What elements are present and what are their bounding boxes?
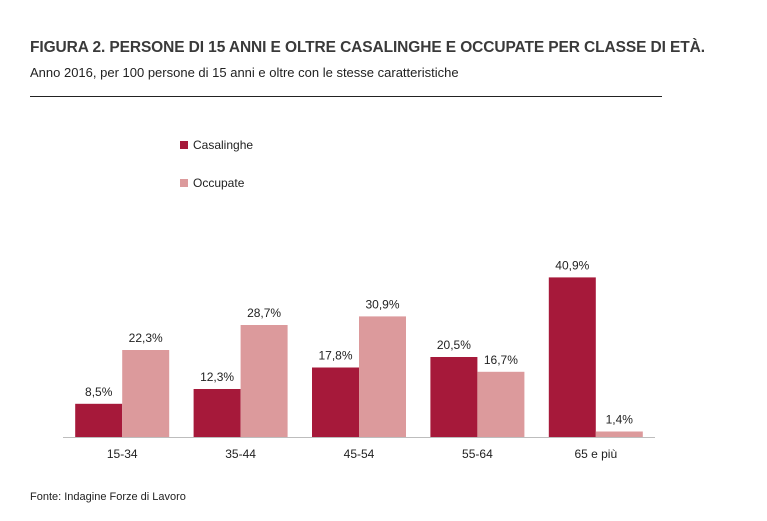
data-label-casalinghe-55-64: 20,5% <box>437 338 471 352</box>
bar-casalinghe-45-54 <box>312 367 359 437</box>
bar-casalinghe-35-44 <box>193 389 241 437</box>
data-label-occupate-45-54: 30,9% <box>365 297 399 311</box>
bar-occupate-15-34 <box>122 350 170 437</box>
x-tick-label: 55-64 <box>462 447 493 461</box>
data-label-occupate-15-34: 22,3% <box>129 331 163 345</box>
x-tick-label: 15-34 <box>107 447 138 461</box>
legend-label-occupate: Occupate <box>193 176 245 190</box>
data-label-occupate-65-e-piu: 1,4% <box>606 413 634 427</box>
bar-occupate-55-64 <box>477 371 525 437</box>
legend-swatch-casalinghe <box>180 141 188 149</box>
x-tick-label: 65 e più <box>574 447 617 461</box>
bar-casalinghe-15-34 <box>75 403 123 437</box>
legend-swatch-occupate <box>180 179 188 187</box>
bar-occupate-45-54 <box>359 316 406 437</box>
data-label-occupate-55-64: 16,7% <box>484 353 518 367</box>
data-label-casalinghe-65-e-piu: 40,9% <box>555 258 589 272</box>
data-label-casalinghe-15-34: 8,5% <box>85 385 113 399</box>
title-divider <box>30 96 662 97</box>
bars: 8,5% 22,3% 12,3% 28,7% 17,8% 30,9% 20,5% 16,7% 4… <box>75 258 643 437</box>
legend: Casalinghe Occupate <box>180 138 253 190</box>
source-note: Fonte: Indagine Forze di Lavoro <box>30 491 186 503</box>
data-label-casalinghe-45-54: 17,8% <box>318 349 352 363</box>
bar-occupate-65-e-piu <box>595 431 643 437</box>
legend-label-casalinghe: Casalinghe <box>193 138 253 152</box>
bar-casalinghe-55-64 <box>430 357 478 437</box>
chart-title: FIGURA 2. PERSONE DI 15 ANNI E OLTRE CAS… <box>30 39 705 56</box>
x-axis: 15-34 35-44 45-54 55-64 65 e più <box>63 437 655 461</box>
bar-casalinghe-65-e-piu <box>548 277 596 437</box>
data-label-occupate-35-44: 28,7% <box>247 306 281 320</box>
bar-occupate-35-44 <box>240 325 288 437</box>
x-tick-label: 45-54 <box>344 447 375 461</box>
data-label-casalinghe-35-44: 12,3% <box>200 370 234 384</box>
chart-subtitle: Anno 2016, per 100 persone di 15 anni e … <box>30 65 459 80</box>
x-tick-label: 35-44 <box>225 447 256 461</box>
